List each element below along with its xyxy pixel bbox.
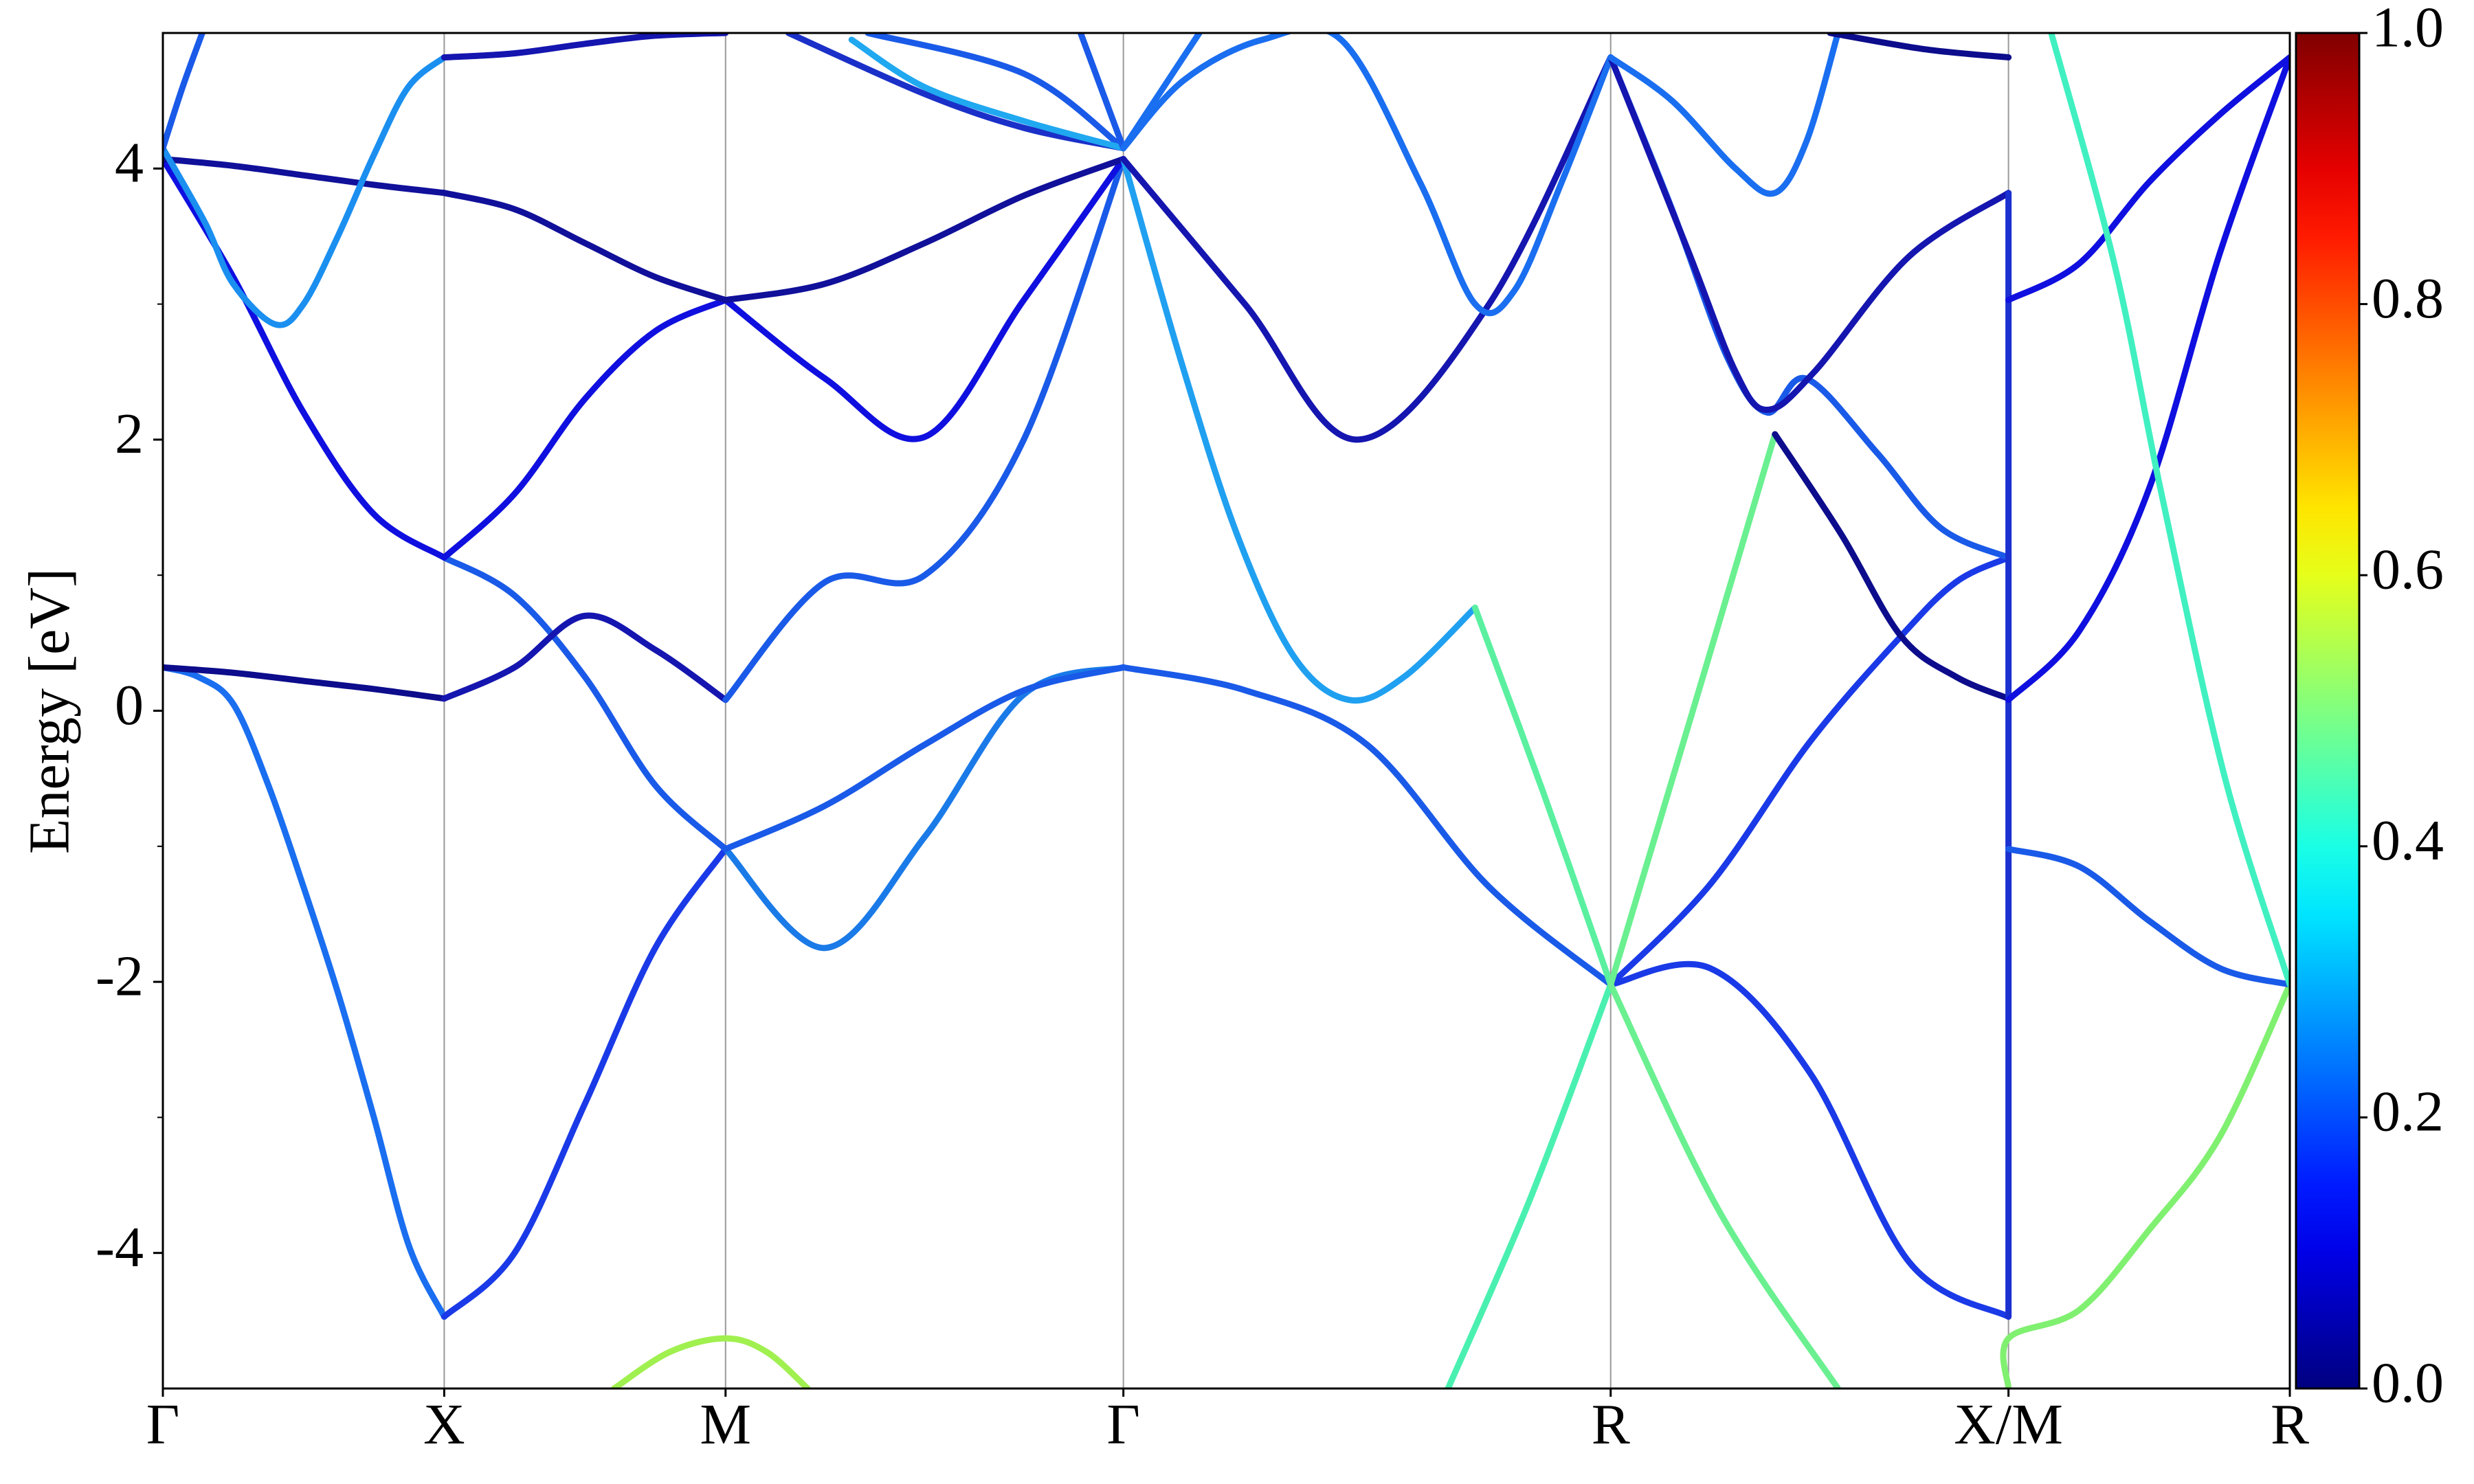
y-axis-label: Energy [eV]	[17, 568, 81, 854]
colorbar	[2295, 32, 2361, 1390]
x-tick-label: X/M	[1954, 1393, 2063, 1457]
band-line	[2005, 54, 2290, 304]
band-line	[1120, 664, 1614, 988]
colorbar-tick-label: 0.6	[2372, 537, 2444, 601]
band-line	[163, 664, 447, 702]
band-line	[1077, 33, 1127, 152]
y-tick-label: 0	[115, 673, 144, 737]
band-line	[1120, 54, 1614, 443]
band-line	[1471, 605, 1614, 988]
y-tick-label: -4	[96, 1215, 144, 1279]
band-line	[2048, 33, 2290, 988]
colorbar-tick-label: 0.0	[2372, 1351, 2444, 1415]
colorbar-tick-label: 0.4	[2372, 809, 2444, 873]
colorbar-tick-label: 1.0	[2372, 0, 2444, 59]
band-line	[163, 664, 447, 1320]
band-line	[1827, 33, 2012, 61]
band-line	[1607, 554, 2012, 988]
band-line	[441, 554, 729, 853]
band-line	[722, 155, 1127, 442]
x-tick-label: R	[2271, 1393, 2309, 1457]
band-line	[441, 297, 729, 561]
y-tick-label: -2	[96, 944, 144, 1008]
band-line	[722, 664, 1127, 952]
band-line	[1607, 54, 2012, 413]
x-tick-label: X	[423, 1393, 465, 1457]
band-line	[1120, 33, 1203, 152]
band-line	[722, 155, 1127, 304]
y-tick-label: 2	[115, 402, 144, 466]
plot-frame	[161, 32, 2291, 1390]
band-line	[1120, 155, 1478, 704]
band-line	[441, 33, 729, 61]
band-line	[2005, 54, 2290, 704]
band-line	[1607, 981, 1842, 1389]
band-line	[611, 1335, 811, 1389]
band-line	[722, 664, 1127, 853]
band-line	[163, 54, 447, 328]
x-tick-label: Γ	[1106, 1393, 1140, 1457]
band-line	[1607, 431, 1779, 988]
band-line	[441, 846, 729, 1320]
colorbar-tick-label: 0.2	[2372, 1080, 2444, 1144]
band-line	[2005, 846, 2290, 988]
band-line	[1607, 960, 2012, 1320]
band-line	[163, 155, 447, 196]
x-tick-label: R	[1592, 1393, 1630, 1457]
band-line	[785, 33, 1127, 152]
band-line	[1772, 431, 2012, 702]
x-tick-label: M	[700, 1393, 751, 1457]
colorbar-tick-label: 0.8	[2372, 267, 2444, 330]
band-line	[2000, 981, 2290, 1389]
band-line	[441, 190, 729, 304]
band-line	[1445, 981, 1614, 1389]
band-line	[441, 612, 729, 704]
bands	[163, 33, 2290, 1389]
band-line	[722, 155, 1127, 704]
band-line	[1120, 33, 1614, 317]
band-line	[1607, 33, 1842, 197]
x-tick-label: Γ	[146, 1393, 180, 1457]
band-line	[848, 36, 1127, 152]
band-line	[163, 33, 205, 152]
band-line	[865, 33, 1127, 152]
y-tick-label: 4	[115, 131, 144, 195]
